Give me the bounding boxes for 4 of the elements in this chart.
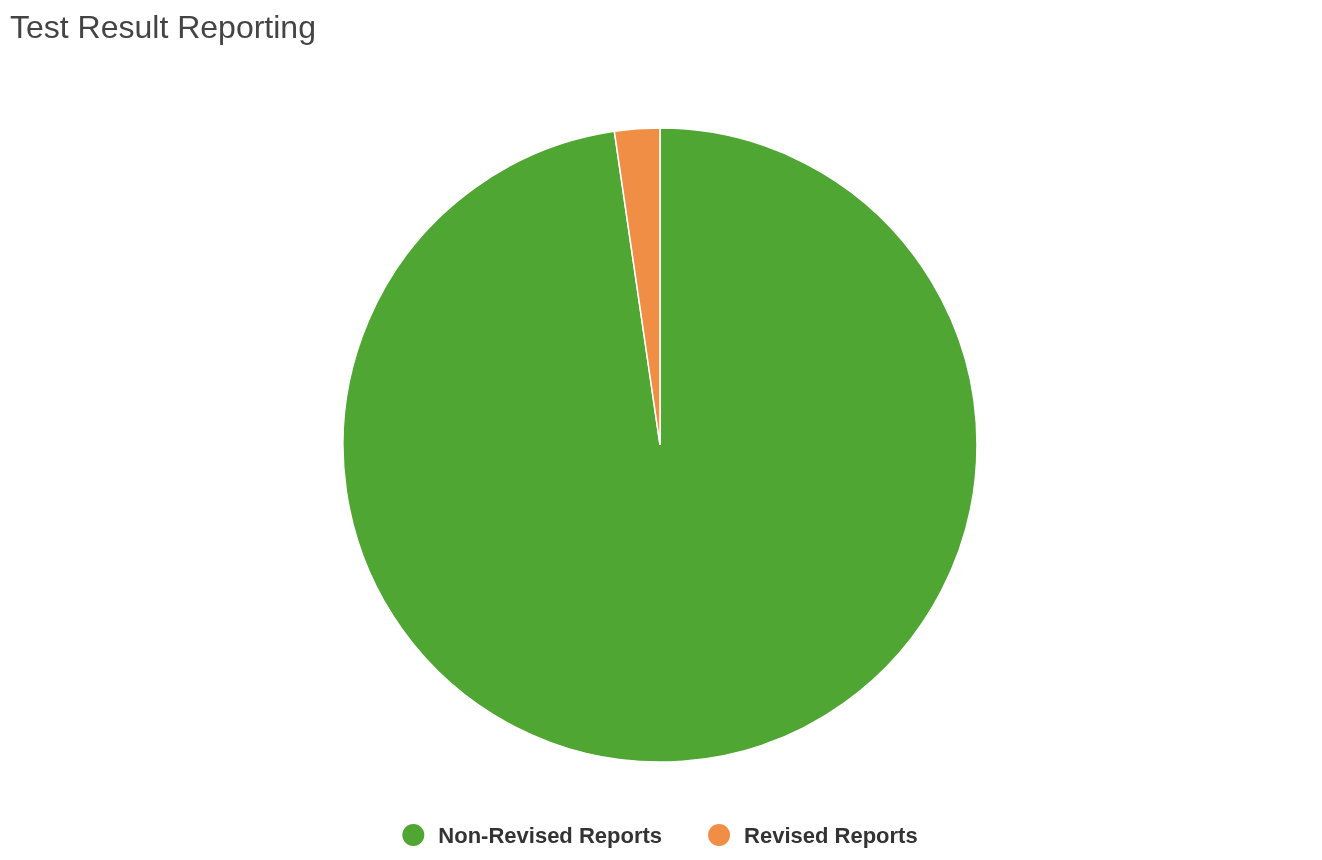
legend-label: Revised Reports [744,823,918,848]
legend-label: Non-Revised Reports [438,823,663,848]
chart-title: Test Result Reporting [10,9,316,45]
pie-slice [342,127,978,763]
